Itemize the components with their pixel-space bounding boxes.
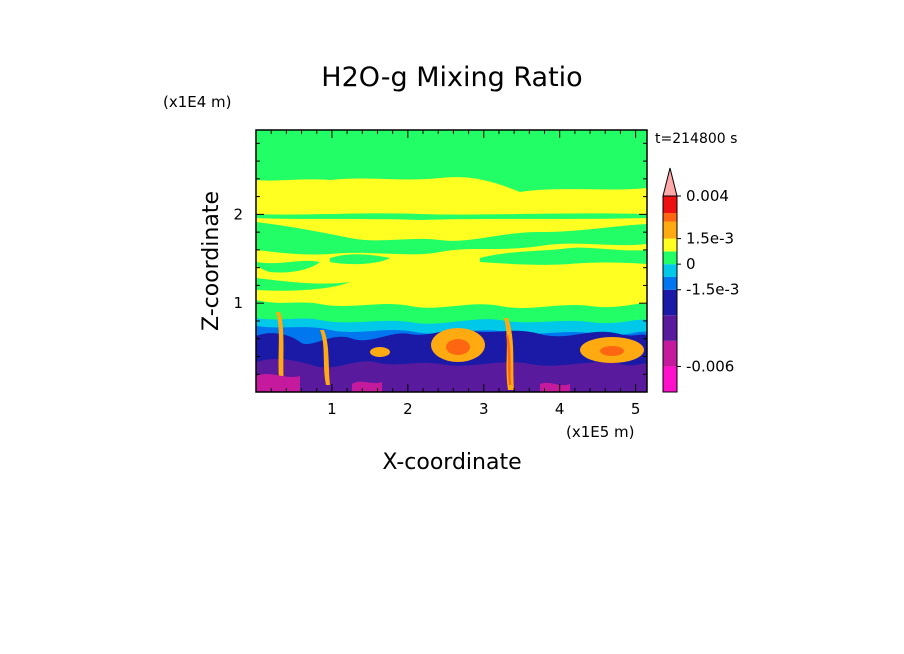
contour-field bbox=[256, 130, 647, 392]
colorbar bbox=[662, 167, 678, 393]
colorbar-extend-max bbox=[662, 167, 678, 197]
colorbar-segment bbox=[663, 276, 677, 290]
x-tick-label: 1 bbox=[327, 400, 337, 418]
x-tick-label: 3 bbox=[479, 400, 489, 418]
y-axis-label: Z-coordinate bbox=[199, 191, 224, 331]
time-label: t=214800 s bbox=[655, 131, 737, 147]
x-axis-ticks: 1 2 3 4 5 bbox=[270, 130, 641, 418]
y-tick-label: 1 bbox=[233, 294, 243, 312]
colorbar-segment bbox=[663, 366, 677, 392]
x-tick-label: 5 bbox=[631, 400, 641, 418]
colorbar-tick-label: 1.5e-3 bbox=[686, 230, 734, 248]
y-tick-label: 2 bbox=[233, 205, 243, 223]
colorbar-segment bbox=[663, 315, 677, 341]
colorbar-tick-label: -1.5e-3 bbox=[686, 281, 739, 299]
colorbar-tick-label: -0.006 bbox=[686, 357, 734, 375]
x-unit-label: (x1E5 m) bbox=[566, 423, 635, 441]
x-tick-label: 4 bbox=[555, 400, 565, 418]
colorbar-segment bbox=[663, 251, 677, 265]
y-unit-label: (x1E4 m) bbox=[163, 93, 232, 111]
x-axis-label: X-coordinate bbox=[382, 450, 521, 475]
y-axis-ticks: 12 bbox=[233, 142, 647, 375]
colorbar-frame bbox=[662, 195, 678, 393]
colorbar-segment bbox=[663, 289, 677, 316]
chart-title: H2O-g Mixing Ratio bbox=[321, 62, 582, 93]
colorbar-segment bbox=[663, 196, 677, 214]
colorbar-segment bbox=[663, 213, 677, 222]
colorbar-segment bbox=[663, 238, 677, 252]
colorbar-labels: 0.004 1.5e-3 0 -1.5e-3 -0.006 bbox=[677, 187, 739, 375]
plot-frame bbox=[255, 129, 648, 393]
x-tick-label: 2 bbox=[403, 400, 413, 418]
colorbar-segment bbox=[663, 264, 677, 277]
colorbar-segment bbox=[663, 221, 677, 239]
colorbar-tick-label: 0 bbox=[686, 255, 696, 273]
colorbar-tick-label: 0.004 bbox=[686, 187, 729, 205]
colorbar-segment bbox=[663, 340, 677, 367]
